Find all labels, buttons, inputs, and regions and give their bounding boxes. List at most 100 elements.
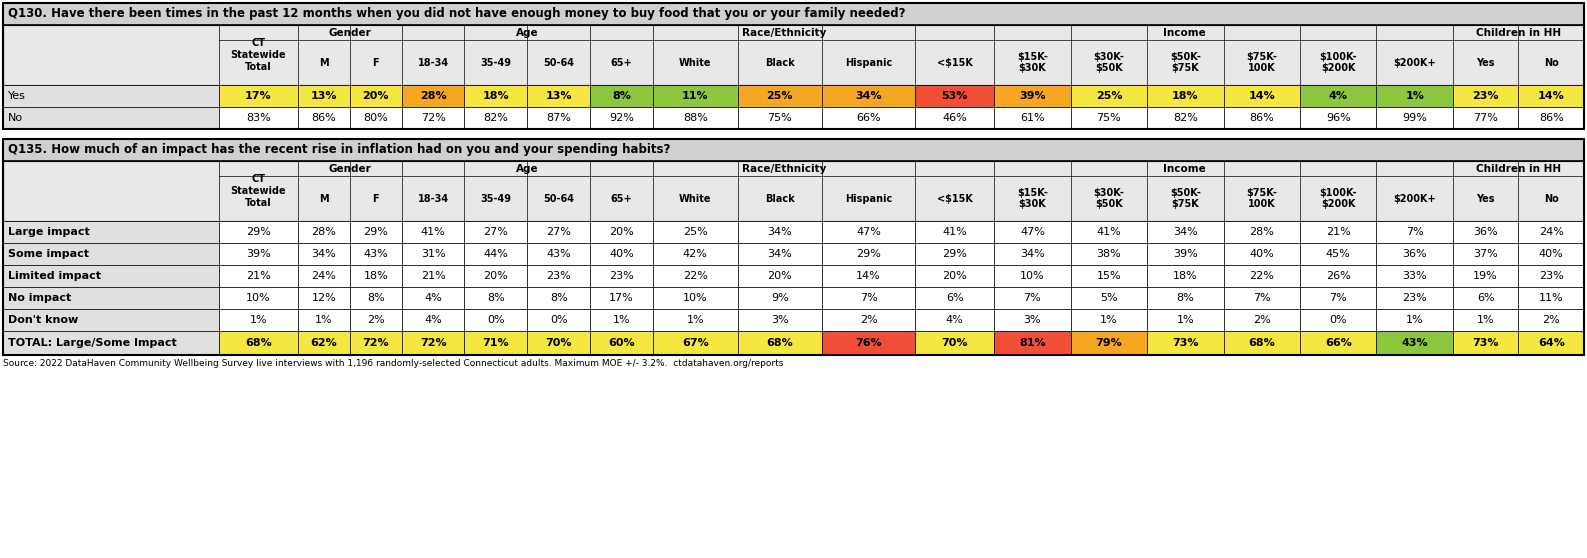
Text: 14%: 14% <box>857 271 881 281</box>
Text: 99%: 99% <box>1403 113 1427 123</box>
Bar <box>822 107 916 129</box>
Text: 15%: 15% <box>1097 271 1120 281</box>
Bar <box>402 107 465 129</box>
Bar <box>1519 107 1584 129</box>
Bar <box>465 221 527 243</box>
Text: 7%: 7% <box>1024 293 1041 303</box>
Bar <box>652 265 738 287</box>
Text: 2%: 2% <box>1252 315 1271 325</box>
Text: 27%: 27% <box>484 227 508 237</box>
Bar <box>993 107 1071 129</box>
Bar <box>3 3 1584 129</box>
Text: 18-34: 18-34 <box>417 194 449 204</box>
Text: 92%: 92% <box>609 113 633 123</box>
Text: 27%: 27% <box>546 227 571 237</box>
Text: White: White <box>679 194 711 204</box>
Bar <box>1071 331 1147 355</box>
Bar <box>993 331 1071 355</box>
Text: 76%: 76% <box>855 338 882 348</box>
Text: 65+: 65+ <box>611 194 632 204</box>
Text: Race/Ethnicity: Race/Ethnicity <box>741 27 827 37</box>
Bar <box>1147 85 1224 107</box>
Text: 28%: 28% <box>419 91 446 101</box>
Bar <box>1224 243 1300 265</box>
Bar <box>652 309 738 331</box>
Text: 20%: 20% <box>484 271 508 281</box>
Bar <box>1224 107 1300 129</box>
Bar <box>3 309 219 331</box>
Bar <box>465 85 527 107</box>
Bar <box>527 265 590 287</box>
Text: 40%: 40% <box>609 249 633 259</box>
Text: $50K-
$75K: $50K- $75K <box>1170 187 1201 209</box>
Text: 20%: 20% <box>609 227 633 237</box>
Text: M: M <box>319 194 329 204</box>
Text: Q130. Have there been times in the past 12 months when you did not have enough m: Q130. Have there been times in the past … <box>8 7 906 21</box>
Text: 86%: 86% <box>1539 113 1563 123</box>
Text: Race/Ethnicity: Race/Ethnicity <box>741 163 827 174</box>
Text: 4%: 4% <box>424 293 441 303</box>
Text: Income: Income <box>1163 163 1206 174</box>
Bar <box>738 243 822 265</box>
Bar <box>349 221 402 243</box>
Text: 72%: 72% <box>419 338 446 348</box>
Bar <box>993 243 1071 265</box>
Text: No impact: No impact <box>8 293 71 303</box>
Text: F: F <box>373 57 379 68</box>
Text: 68%: 68% <box>244 338 271 348</box>
Bar <box>298 265 349 287</box>
Bar <box>652 287 738 309</box>
Text: 43%: 43% <box>546 249 571 259</box>
Text: 18%: 18% <box>1173 91 1198 101</box>
Bar <box>1147 287 1224 309</box>
Text: $200K+: $200K+ <box>1393 194 1436 204</box>
Text: 4%: 4% <box>424 315 441 325</box>
Text: 10%: 10% <box>682 293 708 303</box>
Text: 6%: 6% <box>1477 293 1495 303</box>
Text: 1%: 1% <box>1477 315 1495 325</box>
Text: Yes: Yes <box>1476 57 1495 68</box>
Text: 3%: 3% <box>1024 315 1041 325</box>
Bar <box>1224 221 1300 243</box>
Text: 47%: 47% <box>1020 227 1044 237</box>
Bar <box>1376 107 1454 129</box>
Text: 34%: 34% <box>855 91 882 101</box>
Text: 21%: 21% <box>246 271 271 281</box>
Bar <box>822 221 916 243</box>
Text: 19%: 19% <box>1473 271 1498 281</box>
Bar <box>1376 287 1454 309</box>
Bar <box>527 287 590 309</box>
Text: 36%: 36% <box>1473 227 1498 237</box>
Text: 14%: 14% <box>1249 91 1276 101</box>
Bar <box>527 221 590 243</box>
Text: 12%: 12% <box>311 293 336 303</box>
Text: CT
Statewide
Total: CT Statewide Total <box>230 39 286 71</box>
Text: 8%: 8% <box>487 293 505 303</box>
Text: 5%: 5% <box>1100 293 1117 303</box>
Text: 1%: 1% <box>613 315 630 325</box>
Bar <box>590 243 652 265</box>
Text: $15K-
$30K: $15K- $30K <box>1017 52 1047 73</box>
Bar <box>1454 265 1519 287</box>
Bar <box>527 309 590 331</box>
Text: Income: Income <box>1163 27 1206 37</box>
Text: Black: Black <box>765 57 795 68</box>
Bar <box>1454 85 1519 107</box>
Text: 38%: 38% <box>1097 249 1122 259</box>
Bar <box>1071 85 1147 107</box>
Bar <box>1454 243 1519 265</box>
Bar <box>1519 265 1584 287</box>
Bar <box>349 85 402 107</box>
Text: 28%: 28% <box>311 227 336 237</box>
Bar <box>527 85 590 107</box>
Text: 83%: 83% <box>246 113 271 123</box>
Bar <box>402 265 465 287</box>
Bar <box>527 331 590 355</box>
Text: 96%: 96% <box>1325 113 1351 123</box>
Bar <box>1300 221 1376 243</box>
Bar <box>1300 107 1376 129</box>
Bar <box>1071 309 1147 331</box>
Bar <box>402 287 465 309</box>
Text: 46%: 46% <box>943 113 966 123</box>
Bar <box>298 287 349 309</box>
